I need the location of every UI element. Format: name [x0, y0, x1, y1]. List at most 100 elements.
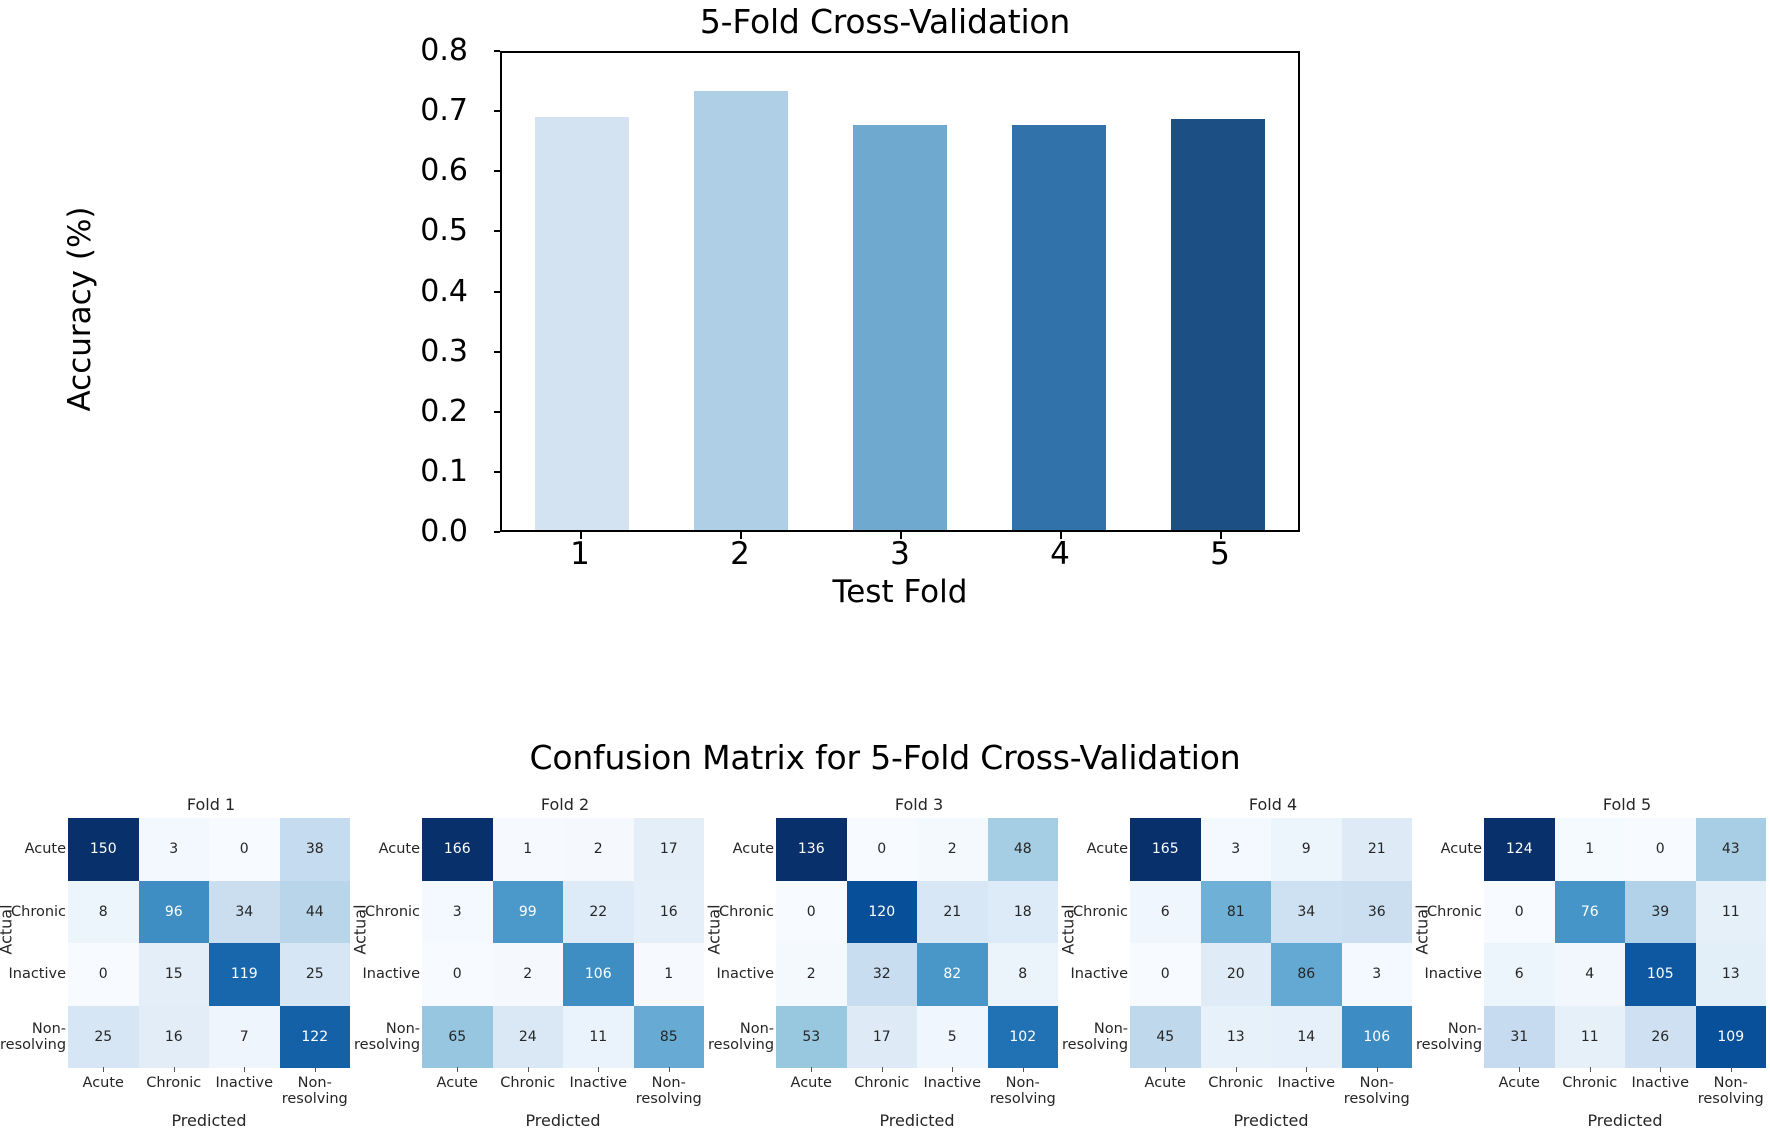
confusion-matrix-cell: 0: [209, 818, 280, 881]
confusion-matrix-column-label: Inactive: [563, 1066, 634, 1107]
confusion-matrix-cell: 16: [138, 1005, 209, 1068]
confusion-matrix-cell: 36: [1341, 880, 1412, 943]
confusion-matrix-grid: 124 1 0 43 0 76 39 11 6 4 105 13 31 11 26 109: [1484, 818, 1766, 1068]
confusion-matrix-column-label: Non-resolving: [1696, 1066, 1767, 1107]
confusion-matrix-cell: 15: [138, 943, 209, 1006]
confusion-matrix-cell: 25: [68, 1005, 139, 1068]
bar-chart-x-tick-mark: [900, 532, 902, 539]
confusion-matrix-panel: Fold 5 Actual Acute Chronic Inactive Non-reso…: [1413, 795, 1770, 1146]
bar-chart-x-tick-mark: [1060, 532, 1062, 539]
bar-chart-x-tick-mark: [1220, 532, 1222, 539]
confusion-matrix-panel-title: Fold 2: [540, 795, 590, 814]
confusion-matrix-cell: 1: [492, 818, 563, 881]
confusion-matrix-cell: 166: [422, 818, 493, 881]
confusion-matrix-cell: 2: [563, 818, 634, 881]
confusion-matrix-row-label: Inactive: [708, 943, 783, 1006]
bar-chart-bars: [502, 53, 1298, 530]
confusion-matrix-column-label: Inactive: [209, 1066, 280, 1107]
confusion-matrix-cell: 0: [1625, 818, 1696, 881]
confusion-matrix-cell: 2: [917, 818, 988, 881]
confusion-matrix-panel-title: Fold 4: [1248, 795, 1298, 814]
confusion-matrix-column-label: Acute: [1484, 1066, 1555, 1107]
confusion-matrix-row-label: Chronic: [708, 881, 783, 944]
confusion-matrix-cell: 3: [422, 880, 493, 943]
confusion-matrix-cell: 2: [492, 943, 563, 1006]
bar-chart-figure: 5-Fold Cross-Validation Accuracy (%) 0.0…: [62, 2, 1300, 610]
confusion-matrix-column-label: Non-resolving: [988, 1066, 1059, 1107]
confusion-matrix-cell: 39: [1625, 880, 1696, 943]
confusion-matrix-row-label: Acute: [354, 818, 429, 881]
confusion-matrix-cell: 120: [846, 880, 917, 943]
bar-chart-x-tick-label: 5: [1210, 536, 1230, 572]
confusion-matrix-row-label: Inactive: [354, 943, 429, 1006]
confusion-matrix-cell: 2: [776, 943, 847, 1006]
bar-chart-bar[interactable]: [534, 116, 629, 530]
confusion-matrix-cell: 82: [917, 943, 988, 1006]
confusion-matrix-cell: 5: [917, 1005, 988, 1068]
confusion-matrix-cell: 106: [1341, 1005, 1412, 1068]
confusion-matrix-cell: 32: [846, 943, 917, 1006]
confusion-matrix-column-label: Chronic: [847, 1066, 918, 1107]
confusion-matrix-row-label: Inactive: [0, 943, 75, 1006]
confusion-matrix-row-label: Chronic: [1416, 881, 1491, 944]
confusion-matrix-grid: 165 3 9 21 6 81 34 36 0 20 86 3 45 13 14 106: [1130, 818, 1412, 1068]
confusion-matrix-column-label: Inactive: [1271, 1066, 1342, 1107]
confusion-matrix-cell: 17: [633, 818, 704, 881]
confusion-matrix-cell: 22: [563, 880, 634, 943]
confusion-matrix-cell: 6: [1130, 880, 1201, 943]
confusion-matrix-cell: 16: [633, 880, 704, 943]
confusion-matrix-column-labels: Acute Chronic Inactive Non-resolving: [1130, 1066, 1413, 1107]
confusion-matrix-cell: 102: [987, 1005, 1058, 1068]
confusion-matrix-cell: 85: [633, 1005, 704, 1068]
confusion-matrix-row-label: Inactive: [1416, 943, 1491, 1006]
confusion-matrix-column-label: Non-resolving: [280, 1066, 351, 1107]
bar-chart-x-tick-label: 1: [570, 536, 590, 572]
confusion-matrix-column-label: Acute: [776, 1066, 847, 1107]
bar-chart-x-axis-label: Test Fold: [832, 574, 968, 610]
bar-chart-bar[interactable]: [1171, 118, 1266, 530]
confusion-matrix-cell: 0: [846, 818, 917, 881]
confusion-matrix-cell: 9: [1271, 818, 1342, 881]
confusion-matrix-row-label: Acute: [0, 818, 75, 881]
bar-chart-y-tick-mark: [494, 531, 500, 533]
confusion-matrix-row-label: Non-resolving: [1062, 1006, 1137, 1069]
confusion-matrix-cell: 4: [1554, 943, 1625, 1006]
confusion-matrix-cell: 76: [1554, 880, 1625, 943]
bar-chart-y-tick-mark: [494, 410, 500, 413]
confusion-matrix-cell: 7: [209, 1005, 280, 1068]
confusion-matrix-cell: 14: [1271, 1005, 1342, 1068]
bar-chart-bar[interactable]: [1012, 124, 1107, 530]
confusion-matrix-x-axis-label: Predicted: [525, 1111, 601, 1130]
confusion-matrix-cell: 86: [1271, 943, 1342, 1006]
confusion-matrix-grid: 136 0 2 48 0 120 21 18 2 32 82 8 53 17 5 102: [776, 818, 1058, 1068]
confusion-matrix-cell: 25: [279, 943, 350, 1006]
confusion-matrix-cell: 150: [68, 818, 139, 881]
confusion-matrix-column-label: Non-resolving: [1342, 1066, 1413, 1107]
confusion-matrix-cell: 165: [1130, 818, 1201, 881]
confusion-matrix-column-label: Inactive: [917, 1066, 988, 1107]
confusion-matrix-panel-title: Fold 3: [894, 795, 944, 814]
confusion-matrix-cell: 45: [1130, 1005, 1201, 1068]
confusion-matrix-row-label: Non-resolving: [1416, 1006, 1491, 1069]
bar-chart-y-tick-label: 0.3: [420, 333, 468, 369]
confusion-matrix-cell: 124: [1484, 818, 1555, 881]
bar-chart-y-tick-mark: [494, 170, 500, 173]
confusion-matrix-column-label: Non-resolving: [634, 1066, 705, 1107]
confusion-matrix-row-labels: Acute Chronic Inactive Non-resolving: [1062, 818, 1137, 1068]
confusion-matrix-row-label: Non-resolving: [354, 1006, 429, 1069]
confusion-matrix-cell: 119: [209, 943, 280, 1006]
confusion-matrix-row-labels: Acute Chronic Inactive Non-resolving: [708, 818, 783, 1068]
confusion-matrix-row-label: Chronic: [0, 881, 75, 944]
bar-chart-bar[interactable]: [693, 91, 788, 530]
confusion-matrix-cell: 3: [138, 818, 209, 881]
bar-chart-y-tick-label: 0.7: [420, 93, 468, 129]
confusion-matrix-cell: 0: [68, 943, 139, 1006]
confusion-matrix-cell: 0: [1484, 880, 1555, 943]
bar-chart-bar[interactable]: [853, 125, 947, 530]
confusion-matrix-cell: 96: [138, 880, 209, 943]
bar-chart-x-tick-mark: [740, 532, 742, 539]
confusion-matrix-row-label: Acute: [708, 818, 783, 881]
bar-chart-x-tick-mark: [580, 532, 582, 539]
confusion-matrix-column-labels: Acute Chronic Inactive Non-resolving: [422, 1066, 705, 1107]
confusion-matrix-cell: 31: [1484, 1005, 1555, 1068]
